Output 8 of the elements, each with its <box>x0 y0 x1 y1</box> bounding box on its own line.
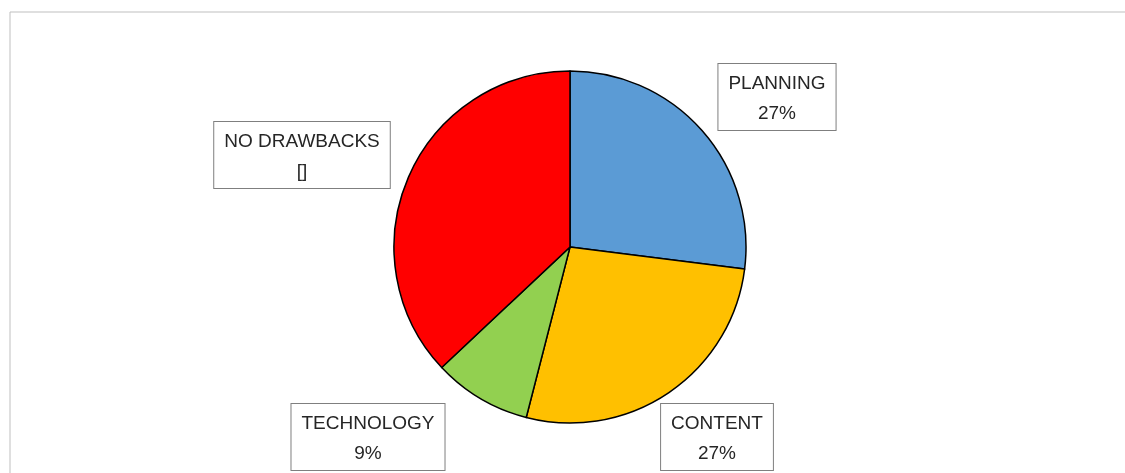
data-label: 27% <box>757 101 797 123</box>
data-label: 9% <box>354 441 382 463</box>
data-label: [] <box>296 159 308 181</box>
slice-label: TECHNOLOGY <box>301 411 435 433</box>
slice-label: NO DRAWBACKS <box>224 129 380 151</box>
data-label: 27% <box>697 441 737 463</box>
slice-label: CONTENT <box>671 411 764 433</box>
slice-label: PLANNING <box>728 71 826 93</box>
